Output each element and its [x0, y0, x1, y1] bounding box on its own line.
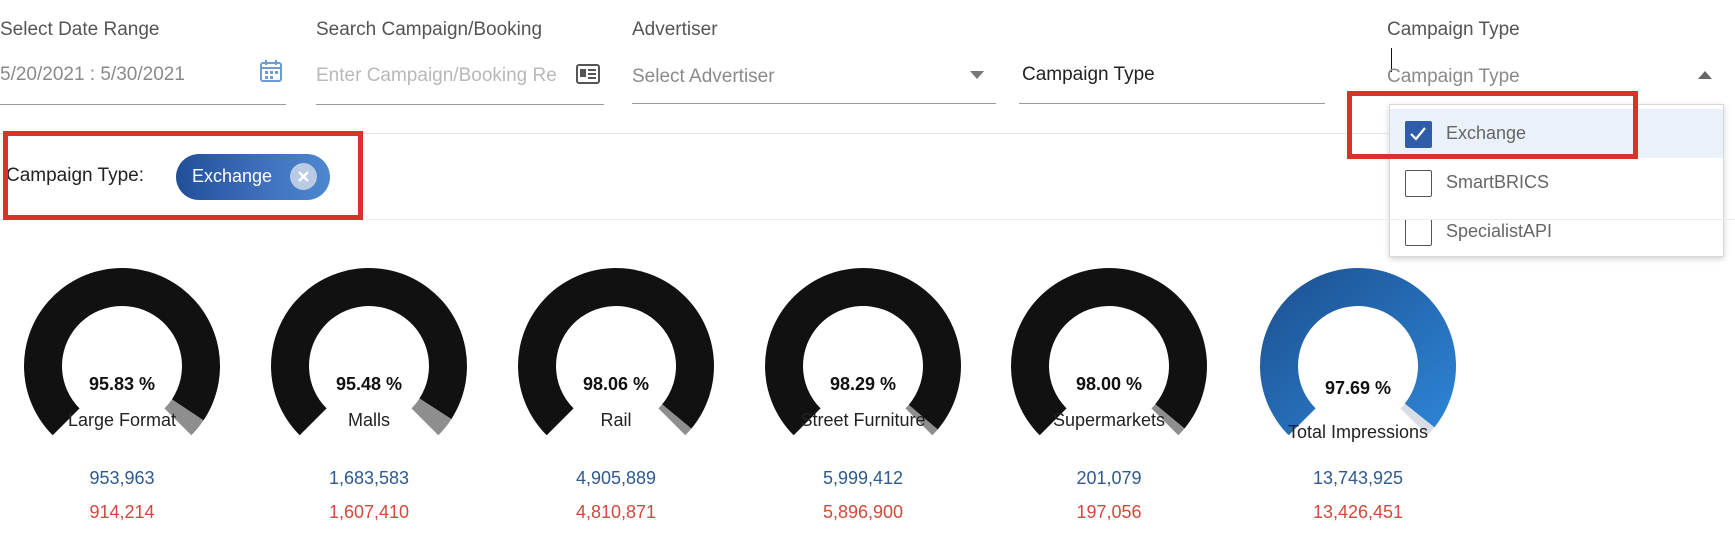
date-range-value[interactable]: 5/20/2021 : 5/30/2021 — [0, 64, 185, 85]
gauge-remaining-arc — [905, 404, 938, 436]
selected-filter-label: Campaign Type: — [6, 165, 145, 186]
gauge-street-furniture: 98.29 % Street Furniture 5,999,412 5,896,90… — [748, 266, 978, 530]
campaign-type-underline — [1019, 103, 1325, 104]
campaign-type-multiselect-value: Campaign Type — [1387, 66, 1520, 87]
gauge-malls: 95.48 % Malls 1,683,583 1,607,410 — [254, 266, 484, 530]
gauge-large-format: 95.83 % Large Format 953,963 914,214 — [7, 266, 237, 530]
gauge-total-impressions: 97.69 % Total Impressions 13,743,925 13,426… — [1243, 266, 1473, 530]
gauge-percent: 95.48 % — [335, 374, 403, 394]
gauge-label: Rail — [600, 410, 632, 430]
gauge-label: Street Furniture — [800, 410, 926, 430]
gauge-primary-value: 5,999,412 — [822, 468, 904, 488]
mouse-text-cursor — [1391, 48, 1392, 72]
filter-chip-exchange[interactable]: Exchange — [176, 154, 330, 200]
gauge-filled-arc — [765, 267, 961, 436]
highlight-box — [3, 131, 363, 220]
id-card-icon[interactable] — [576, 63, 600, 85]
gauge-filled-arc — [271, 267, 467, 436]
gauge-primary-value: 1,683,583 — [328, 468, 410, 488]
campaign-type-select[interactable]: Campaign Type — [1019, 56, 1325, 102]
filter-chip-label: Exchange — [192, 166, 273, 186]
gauge-label: Supermarkets — [1052, 410, 1166, 430]
menu-option-smartbrics[interactable]: SmartBRICS — [1390, 158, 1723, 207]
search-underline — [316, 104, 604, 105]
advertiser-select[interactable]: Select Advertiser — [632, 56, 996, 102]
gauge-arc — [24, 268, 220, 436]
campaign-type-label: Campaign Type — [1387, 19, 1520, 40]
divider — [0, 133, 1389, 134]
gauge-secondary-value: 4,810,871 — [575, 502, 657, 522]
advertiser-label: Advertiser — [632, 19, 718, 40]
gauge-arc — [765, 267, 961, 436]
menu-option-label: SmartBRICS — [1446, 172, 1550, 192]
gauge-remaining-arc — [411, 398, 452, 436]
gauge-label: Malls — [347, 410, 390, 430]
gauge-secondary-value: 197,056 — [1076, 502, 1142, 522]
checkbox-checked-icon[interactable] — [1405, 121, 1432, 148]
gauge-label: Total Impressions — [1287, 422, 1429, 442]
menu-option-label: Exchange — [1446, 123, 1527, 143]
advertiser-select-value: Select Advertiser — [632, 66, 775, 87]
date-range-label: Select Date Range — [0, 19, 160, 40]
checkbox-unchecked-icon[interactable] — [1405, 219, 1432, 246]
gauge-remaining-arc — [1400, 403, 1435, 436]
search-input[interactable] — [316, 60, 588, 92]
advertiser-underline — [632, 103, 996, 104]
gauge-secondary-value: 5,896,900 — [822, 502, 904, 522]
gauge-remaining-arc — [1151, 404, 1185, 436]
highlight-box — [1347, 91, 1638, 159]
menu-option-label: SpecialistAPI — [1446, 221, 1553, 241]
gauge-filled-arc — [24, 268, 220, 436]
gauge-secondary-value: 1,607,410 — [328, 502, 410, 522]
gauge-secondary-value: 914,214 — [89, 502, 155, 522]
menu-option-specialistapi[interactable]: SpecialistAPI — [1390, 207, 1723, 256]
gauge-label: Large Format — [67, 410, 177, 430]
gauge-arc — [518, 268, 714, 436]
divider — [0, 219, 1735, 220]
gauge-secondary-value: 13,426,451 — [1312, 502, 1404, 522]
gauge-percent: 98.29 % — [829, 374, 897, 394]
checkbox-unchecked-icon[interactable] — [1405, 170, 1432, 197]
gauge-arc — [1260, 268, 1456, 436]
caret-down-icon — [970, 71, 984, 79]
gauge-filled-arc — [1011, 267, 1207, 436]
gauge-arc — [271, 267, 467, 436]
gauge-percent: 95.83 % — [88, 374, 156, 394]
gauge-primary-value: 13,743,925 — [1312, 468, 1404, 488]
campaign-type-select-value: Campaign Type — [1022, 64, 1155, 85]
gauge-remaining-arc — [164, 399, 204, 436]
gauge-filled-arc — [1260, 268, 1456, 436]
gauge-supermarkets: 98.00 % Supermarkets 201,079 197,056 — [994, 266, 1224, 530]
search-label: Search Campaign/Booking — [316, 19, 543, 40]
gauge-primary-value: 201,079 — [1076, 468, 1142, 488]
campaign-type-dropdown-menu: Exchange SmartBRICS SpecialistAPI — [1389, 104, 1724, 257]
gauge-percent: 98.06 % — [582, 374, 650, 394]
gauge-primary-value: 4,905,889 — [575, 468, 657, 488]
calendar-icon[interactable] — [258, 58, 284, 84]
date-range-underline — [0, 104, 286, 105]
menu-option-exchange[interactable]: Exchange — [1390, 109, 1723, 158]
gauge-percent: 98.00 % — [1075, 374, 1143, 394]
campaign-type-multiselect[interactable]: Campaign Type — [1387, 56, 1724, 102]
gauge-rail: 98.06 % Rail 4,905,889 4,810,871 — [501, 266, 731, 530]
caret-up-icon — [1698, 71, 1712, 79]
gauge-filled-arc — [518, 268, 714, 436]
gauge-remaining-arc — [658, 404, 692, 436]
gauge-primary-value: 953,963 — [89, 468, 155, 488]
close-icon[interactable] — [290, 163, 317, 190]
gauge-percent: 97.69 % — [1324, 378, 1392, 398]
gauge-arc — [1011, 267, 1207, 436]
